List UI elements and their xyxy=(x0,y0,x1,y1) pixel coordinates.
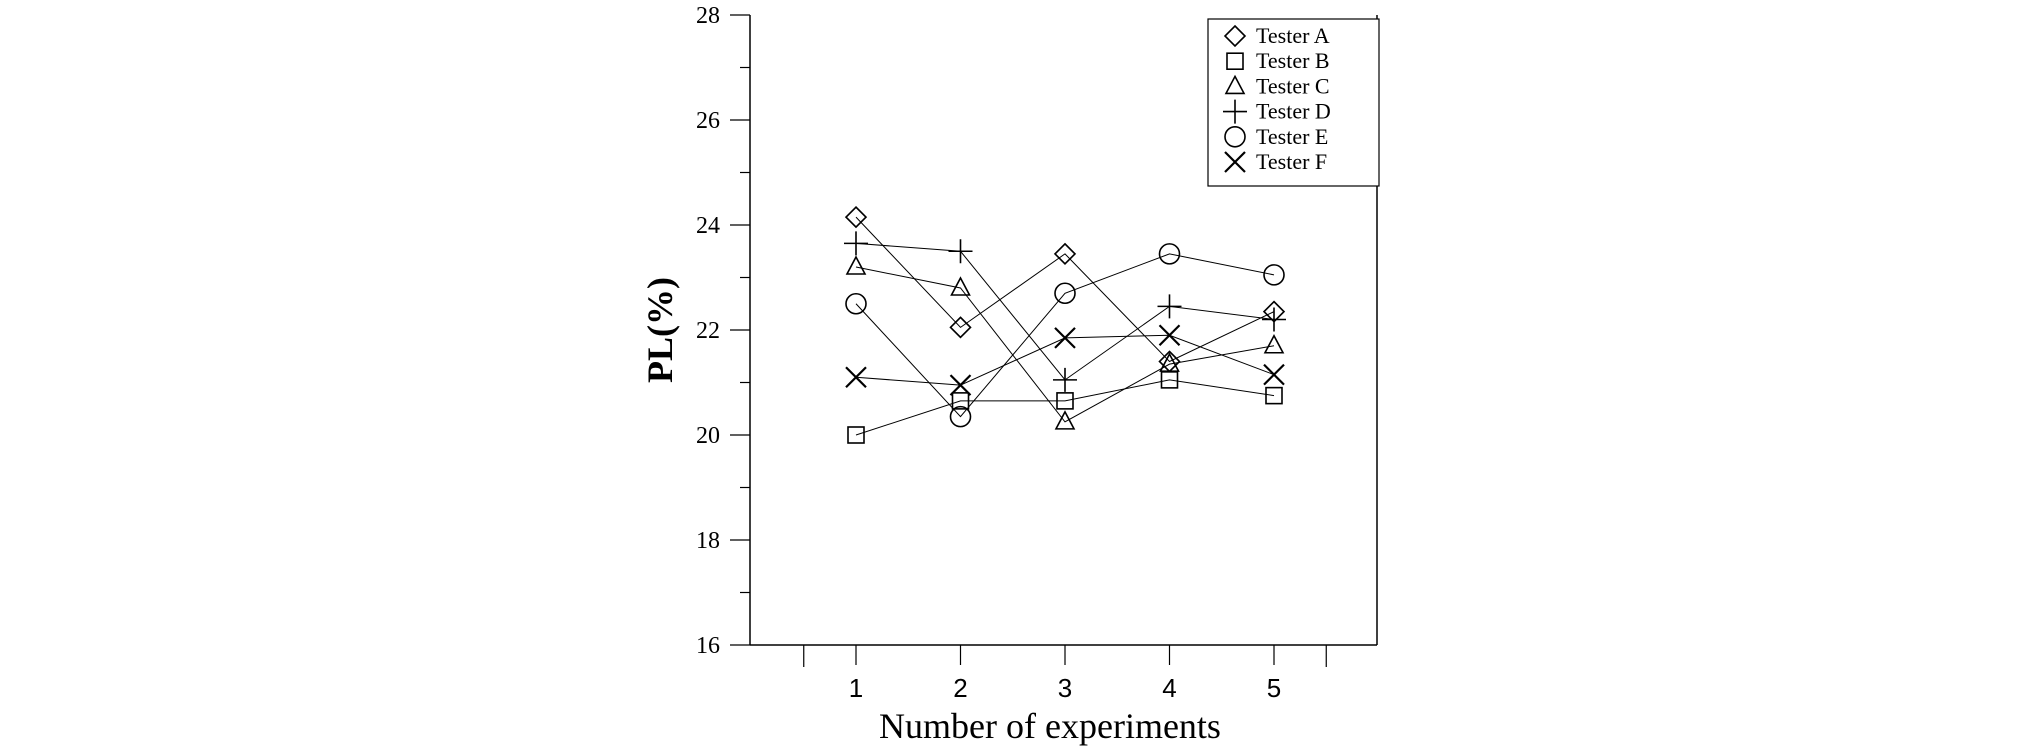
data-point-tester-c xyxy=(950,276,971,296)
legend-item: Tester D xyxy=(1223,99,1331,124)
data-point-tester-a xyxy=(844,205,868,229)
legend-marker xyxy=(1224,151,1246,173)
legend-label: Tester A xyxy=(1256,23,1330,48)
x-tick-label: 1 xyxy=(849,673,863,703)
data-point-tester-d xyxy=(948,239,973,264)
data-point-tester-d xyxy=(844,231,868,256)
data-point-tester-c xyxy=(1263,334,1285,354)
legend-item: Tester C xyxy=(1224,73,1330,98)
legend-label: Tester B xyxy=(1256,48,1330,73)
x-tick-label: 3 xyxy=(1058,673,1072,703)
x-axis-title: Number of experiments xyxy=(879,706,1221,746)
data-point-tester-d xyxy=(1157,294,1182,319)
y-tick-label: 18 xyxy=(696,528,720,554)
data-point-tester-f xyxy=(1263,363,1285,386)
legend-item: Tester F xyxy=(1224,149,1327,174)
data-point-tester-a xyxy=(1053,242,1077,266)
data-point-tester-e xyxy=(1054,282,1076,305)
legend-label: Tester D xyxy=(1256,99,1331,124)
data-point-tester-d xyxy=(1262,307,1286,332)
series-line-tester-c xyxy=(855,266,1275,423)
data-point-tester-b xyxy=(847,426,865,444)
data-point-tester-f xyxy=(845,366,867,389)
legend-marker xyxy=(1226,52,1244,71)
data-point-tester-b xyxy=(1265,386,1283,405)
y-tick-label: 28 xyxy=(696,3,720,29)
y-tick-label: 16 xyxy=(696,633,720,659)
data-point-tester-a xyxy=(949,316,972,339)
x-tick-label: 5 xyxy=(1267,673,1281,703)
y-tick-label: 20 xyxy=(696,423,720,449)
y-tick-label: 22 xyxy=(696,318,720,344)
legend-box xyxy=(1207,18,1380,187)
data-point-tester-f xyxy=(949,374,972,396)
data-point-tester-c xyxy=(1054,410,1076,430)
x-tick-label: 4 xyxy=(1162,673,1176,703)
data-point-tester-c xyxy=(1159,352,1180,372)
legend-marker xyxy=(1223,99,1247,124)
legend-item: Tester A xyxy=(1223,23,1330,48)
data-point-tester-d xyxy=(1053,367,1077,392)
legend-label: Tester C xyxy=(1256,73,1330,98)
y-tick-label: 24 xyxy=(696,213,720,239)
data-point-tester-f xyxy=(1054,327,1076,349)
legend-label: Tester F xyxy=(1256,149,1327,174)
data-point-tester-e xyxy=(1263,264,1285,286)
y-tick-label: 26 xyxy=(696,108,720,134)
x-tick-label: 2 xyxy=(953,673,967,703)
data-point-tester-c xyxy=(845,255,867,275)
data-point-tester-e xyxy=(949,405,972,428)
series-line-tester-e xyxy=(855,253,1275,418)
legend-marker xyxy=(1223,24,1247,48)
series-line-tester-a xyxy=(855,216,1275,363)
data-point-tester-b xyxy=(951,392,970,410)
series-line-tester-b xyxy=(855,379,1275,436)
data-point-tester-e xyxy=(1158,243,1181,265)
legend-item: Tester E xyxy=(1224,124,1328,149)
legend-item: Tester B xyxy=(1226,48,1330,73)
y-axis-title: PL(%) xyxy=(640,277,680,383)
legend-marker xyxy=(1224,74,1246,95)
data-point-tester-f xyxy=(1158,324,1181,347)
legend-marker xyxy=(1224,126,1246,148)
data-point-tester-b xyxy=(1056,392,1074,410)
data-point-tester-e xyxy=(845,292,867,315)
series-lines xyxy=(855,216,1275,436)
legend-label: Tester E xyxy=(1256,124,1328,149)
series-markers xyxy=(844,205,1286,444)
